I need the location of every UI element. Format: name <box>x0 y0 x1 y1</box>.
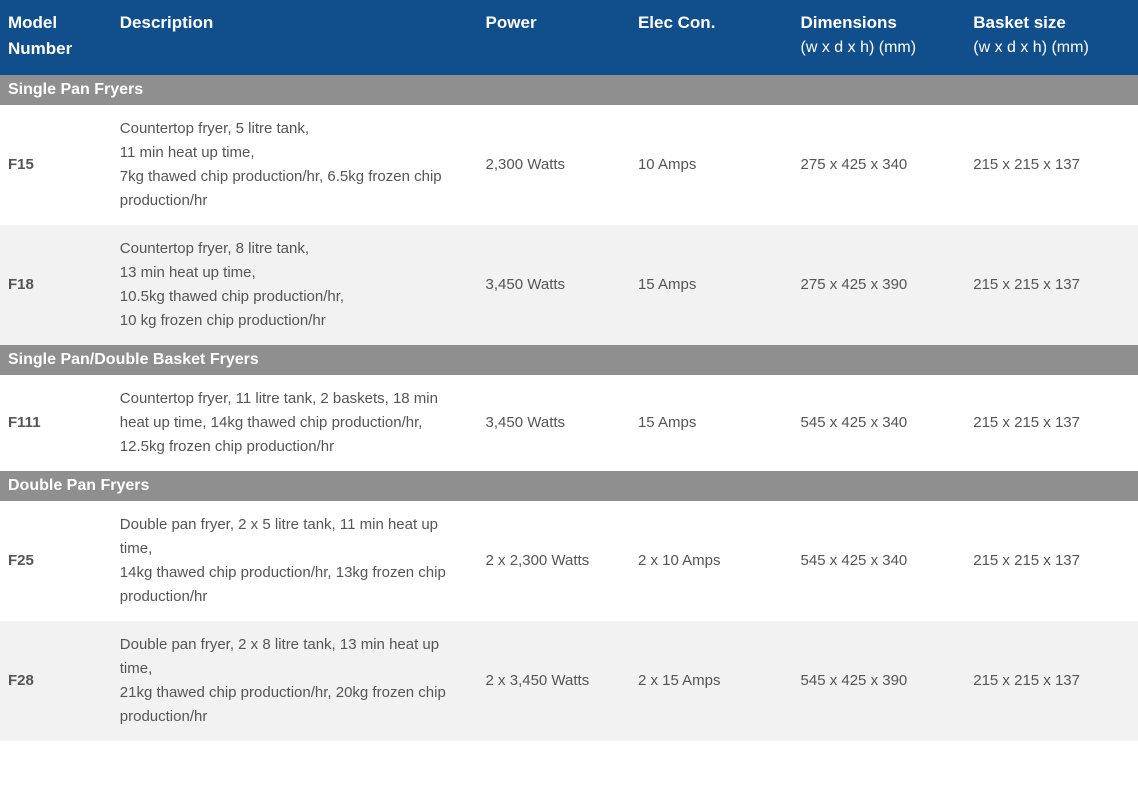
cell-model: F111 <box>0 375 112 471</box>
cell-dimensions: 545 x 425 x 340 <box>793 501 966 621</box>
cell-description: Countertop fryer, 5 litre tank, 11 min h… <box>112 105 478 225</box>
cell-description: Countertop fryer, 8 litre tank, 13 min h… <box>112 225 478 345</box>
cell-dimensions: 275 x 425 x 340 <box>793 105 966 225</box>
cell-elec: 2 x 10 Amps <box>630 501 793 621</box>
col-header-label: Model Number <box>8 13 72 58</box>
col-header-model: Model Number <box>0 0 112 75</box>
cell-model: F18 <box>0 225 112 345</box>
cell-elec: 15 Amps <box>630 375 793 471</box>
table-row: F28Double pan fryer, 2 x 8 litre tank, 1… <box>0 621 1138 741</box>
cell-model: F25 <box>0 501 112 621</box>
cell-dimensions: 275 x 425 x 390 <box>793 225 966 345</box>
col-header-sub: (w x d x h) (mm) <box>801 36 958 60</box>
col-header-sub: (w x d x h) (mm) <box>973 36 1130 60</box>
cell-power: 2,300 Watts <box>478 105 630 225</box>
cell-basket: 215 x 215 x 137 <box>965 105 1138 225</box>
cell-dimensions: 545 x 425 x 390 <box>793 621 966 741</box>
cell-description: Double pan fryer, 2 x 8 litre tank, 13 m… <box>112 621 478 741</box>
table-header-row: Model Number Description Power Elec Con.… <box>0 0 1138 75</box>
section-header-row: Double Pan Fryers <box>0 471 1138 501</box>
cell-basket: 215 x 215 x 137 <box>965 621 1138 741</box>
table-row: F25Double pan fryer, 2 x 5 litre tank, 1… <box>0 501 1138 621</box>
col-header-power: Power <box>478 0 630 75</box>
section-title: Double Pan Fryers <box>0 471 1138 501</box>
cell-description: Double pan fryer, 2 x 5 litre tank, 11 m… <box>112 501 478 621</box>
col-header-description: Description <box>112 0 478 75</box>
cell-power: 2 x 2,300 Watts <box>478 501 630 621</box>
section-header-row: Single Pan Fryers <box>0 75 1138 105</box>
cell-description: Countertop fryer, 11 litre tank, 2 baske… <box>112 375 478 471</box>
cell-basket: 215 x 215 x 137 <box>965 225 1138 345</box>
col-header-elec: Elec Con. <box>630 0 793 75</box>
cell-power: 2 x 3,450 Watts <box>478 621 630 741</box>
cell-power: 3,450 Watts <box>478 225 630 345</box>
cell-elec: 15 Amps <box>630 225 793 345</box>
cell-model: F15 <box>0 105 112 225</box>
section-title: Single Pan Fryers <box>0 75 1138 105</box>
col-header-label: Basket size <box>973 13 1066 32</box>
table-row: F15Countertop fryer, 5 litre tank, 11 mi… <box>0 105 1138 225</box>
cell-basket: 215 x 215 x 137 <box>965 501 1138 621</box>
cell-model: F28 <box>0 621 112 741</box>
section-header-row: Single Pan/Double Basket Fryers <box>0 345 1138 375</box>
table-row: F111Countertop fryer, 11 litre tank, 2 b… <box>0 375 1138 471</box>
table-body: Single Pan FryersF15Countertop fryer, 5 … <box>0 75 1138 741</box>
cell-power: 3,450 Watts <box>478 375 630 471</box>
col-header-label: Elec Con. <box>638 13 715 32</box>
table-row: F18Countertop fryer, 8 litre tank, 13 mi… <box>0 225 1138 345</box>
col-header-dimensions: Dimensions (w x d x h) (mm) <box>793 0 966 75</box>
cell-basket: 215 x 215 x 137 <box>965 375 1138 471</box>
cell-elec: 2 x 15 Amps <box>630 621 793 741</box>
col-header-basket: Basket size (w x d x h) (mm) <box>965 0 1138 75</box>
cell-elec: 10 Amps <box>630 105 793 225</box>
section-title: Single Pan/Double Basket Fryers <box>0 345 1138 375</box>
col-header-label: Power <box>486 13 537 32</box>
col-header-label: Description <box>120 13 214 32</box>
fryer-spec-table: Model Number Description Power Elec Con.… <box>0 0 1138 741</box>
col-header-label: Dimensions <box>801 13 897 32</box>
cell-dimensions: 545 x 425 x 340 <box>793 375 966 471</box>
